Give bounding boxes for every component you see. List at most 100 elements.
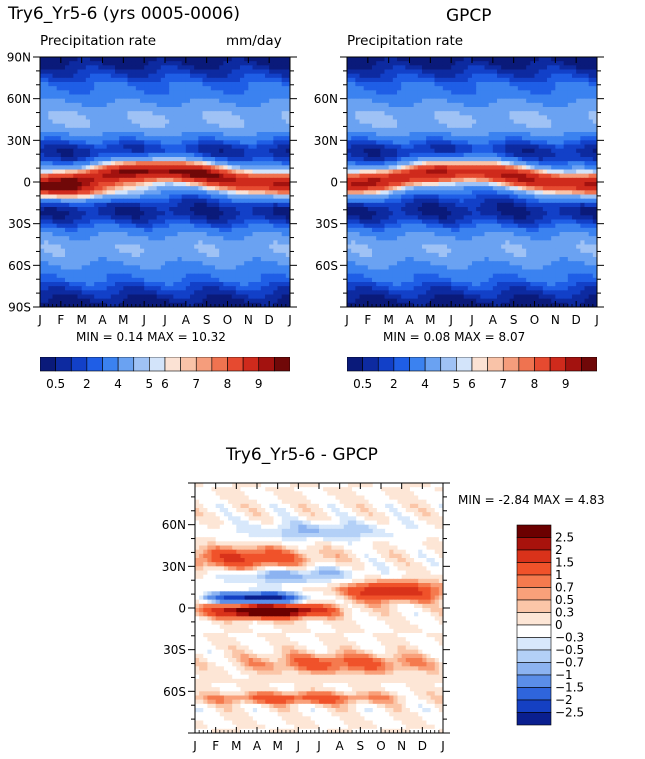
field-cell [526, 123, 531, 129]
field-cell [248, 194, 253, 200]
field-cell [106, 273, 112, 279]
field-cell [572, 86, 577, 91]
field-cell [526, 132, 531, 137]
field-cell [572, 102, 577, 108]
field-cell [215, 132, 220, 137]
field-cell [77, 94, 83, 100]
field-cell [434, 77, 440, 83]
field-cell [123, 173, 128, 179]
field-cell [426, 136, 431, 141]
field-cell [442, 69, 448, 75]
field-cell [144, 86, 149, 91]
field-cell [580, 123, 585, 129]
field-cell [231, 90, 237, 95]
field-cell [131, 119, 137, 125]
field-cell [73, 261, 78, 266]
field-cell [165, 148, 170, 154]
field-cell [98, 207, 103, 212]
field-cell [140, 107, 145, 112]
field-cell [447, 65, 452, 70]
field-cell [198, 194, 203, 200]
field-cell [90, 152, 95, 158]
field-cell [538, 111, 544, 116]
field-cell [69, 207, 74, 212]
field-cell [467, 127, 473, 133]
field-cell [281, 102, 287, 108]
field-cell [90, 69, 95, 75]
field-cell [77, 161, 83, 166]
field-cell [152, 77, 158, 83]
field-cell [119, 227, 124, 233]
field-cell [401, 69, 406, 75]
field-cell [252, 227, 258, 233]
field-cell [505, 90, 510, 95]
field-cell [476, 82, 481, 87]
field-cell [215, 190, 220, 195]
field-cell [65, 302, 70, 308]
field-cell [127, 144, 133, 150]
field-cell [190, 232, 195, 237]
field-cell [194, 115, 199, 120]
field-cell [451, 127, 456, 133]
field-cell [135, 269, 141, 275]
field-cell [185, 215, 191, 220]
field-cell [110, 273, 116, 279]
field-cell [488, 98, 494, 104]
field-cell [551, 57, 556, 62]
field-cell [198, 269, 203, 275]
field-cell [584, 57, 590, 62]
field-cell [555, 77, 560, 83]
field-cell [81, 69, 87, 75]
field-cell [451, 132, 456, 137]
field-cell [260, 240, 266, 245]
field-cell [173, 252, 178, 258]
field-cell [277, 102, 283, 108]
field-cell [476, 136, 481, 141]
field-cell [248, 90, 253, 95]
field-cell [422, 136, 427, 141]
field-cell [198, 132, 203, 137]
field-cell [185, 86, 191, 91]
field-cell [252, 223, 258, 229]
field-cell [273, 215, 278, 220]
field-cell [455, 140, 460, 145]
field-cell [144, 186, 149, 191]
field-cell [169, 290, 174, 295]
field-cell [227, 140, 233, 145]
field-cell [127, 211, 133, 216]
field-cell [98, 211, 103, 216]
field-cell [94, 302, 99, 308]
field-cell [106, 57, 112, 62]
field-cell [559, 98, 565, 104]
field-cell [169, 232, 174, 237]
field-cell [152, 90, 158, 95]
field-cell [169, 273, 174, 279]
field-cell [94, 223, 99, 229]
field-cell [131, 157, 137, 162]
field-cell [215, 302, 220, 308]
field-cell [69, 302, 74, 308]
field-cell [65, 165, 70, 170]
field-cell [269, 186, 274, 191]
field-cell [231, 269, 237, 275]
field-cell [351, 65, 356, 70]
field-cell [127, 290, 133, 295]
field-cell [215, 73, 220, 79]
field-cell [380, 73, 385, 79]
field-cell [135, 294, 141, 300]
field-cell [256, 169, 262, 175]
field-cell [127, 173, 133, 179]
field-cell [44, 290, 49, 295]
field-cell [135, 69, 141, 75]
field-cell [223, 136, 228, 141]
field-cell [277, 294, 283, 300]
field-cell [69, 257, 74, 262]
field-cell [372, 82, 377, 87]
field-cell [273, 140, 278, 145]
field-cell [260, 273, 266, 279]
field-cell [73, 123, 78, 129]
field-cell [202, 102, 208, 108]
field-cell [81, 165, 87, 170]
field-cell [94, 227, 99, 233]
field-cell [513, 102, 519, 108]
